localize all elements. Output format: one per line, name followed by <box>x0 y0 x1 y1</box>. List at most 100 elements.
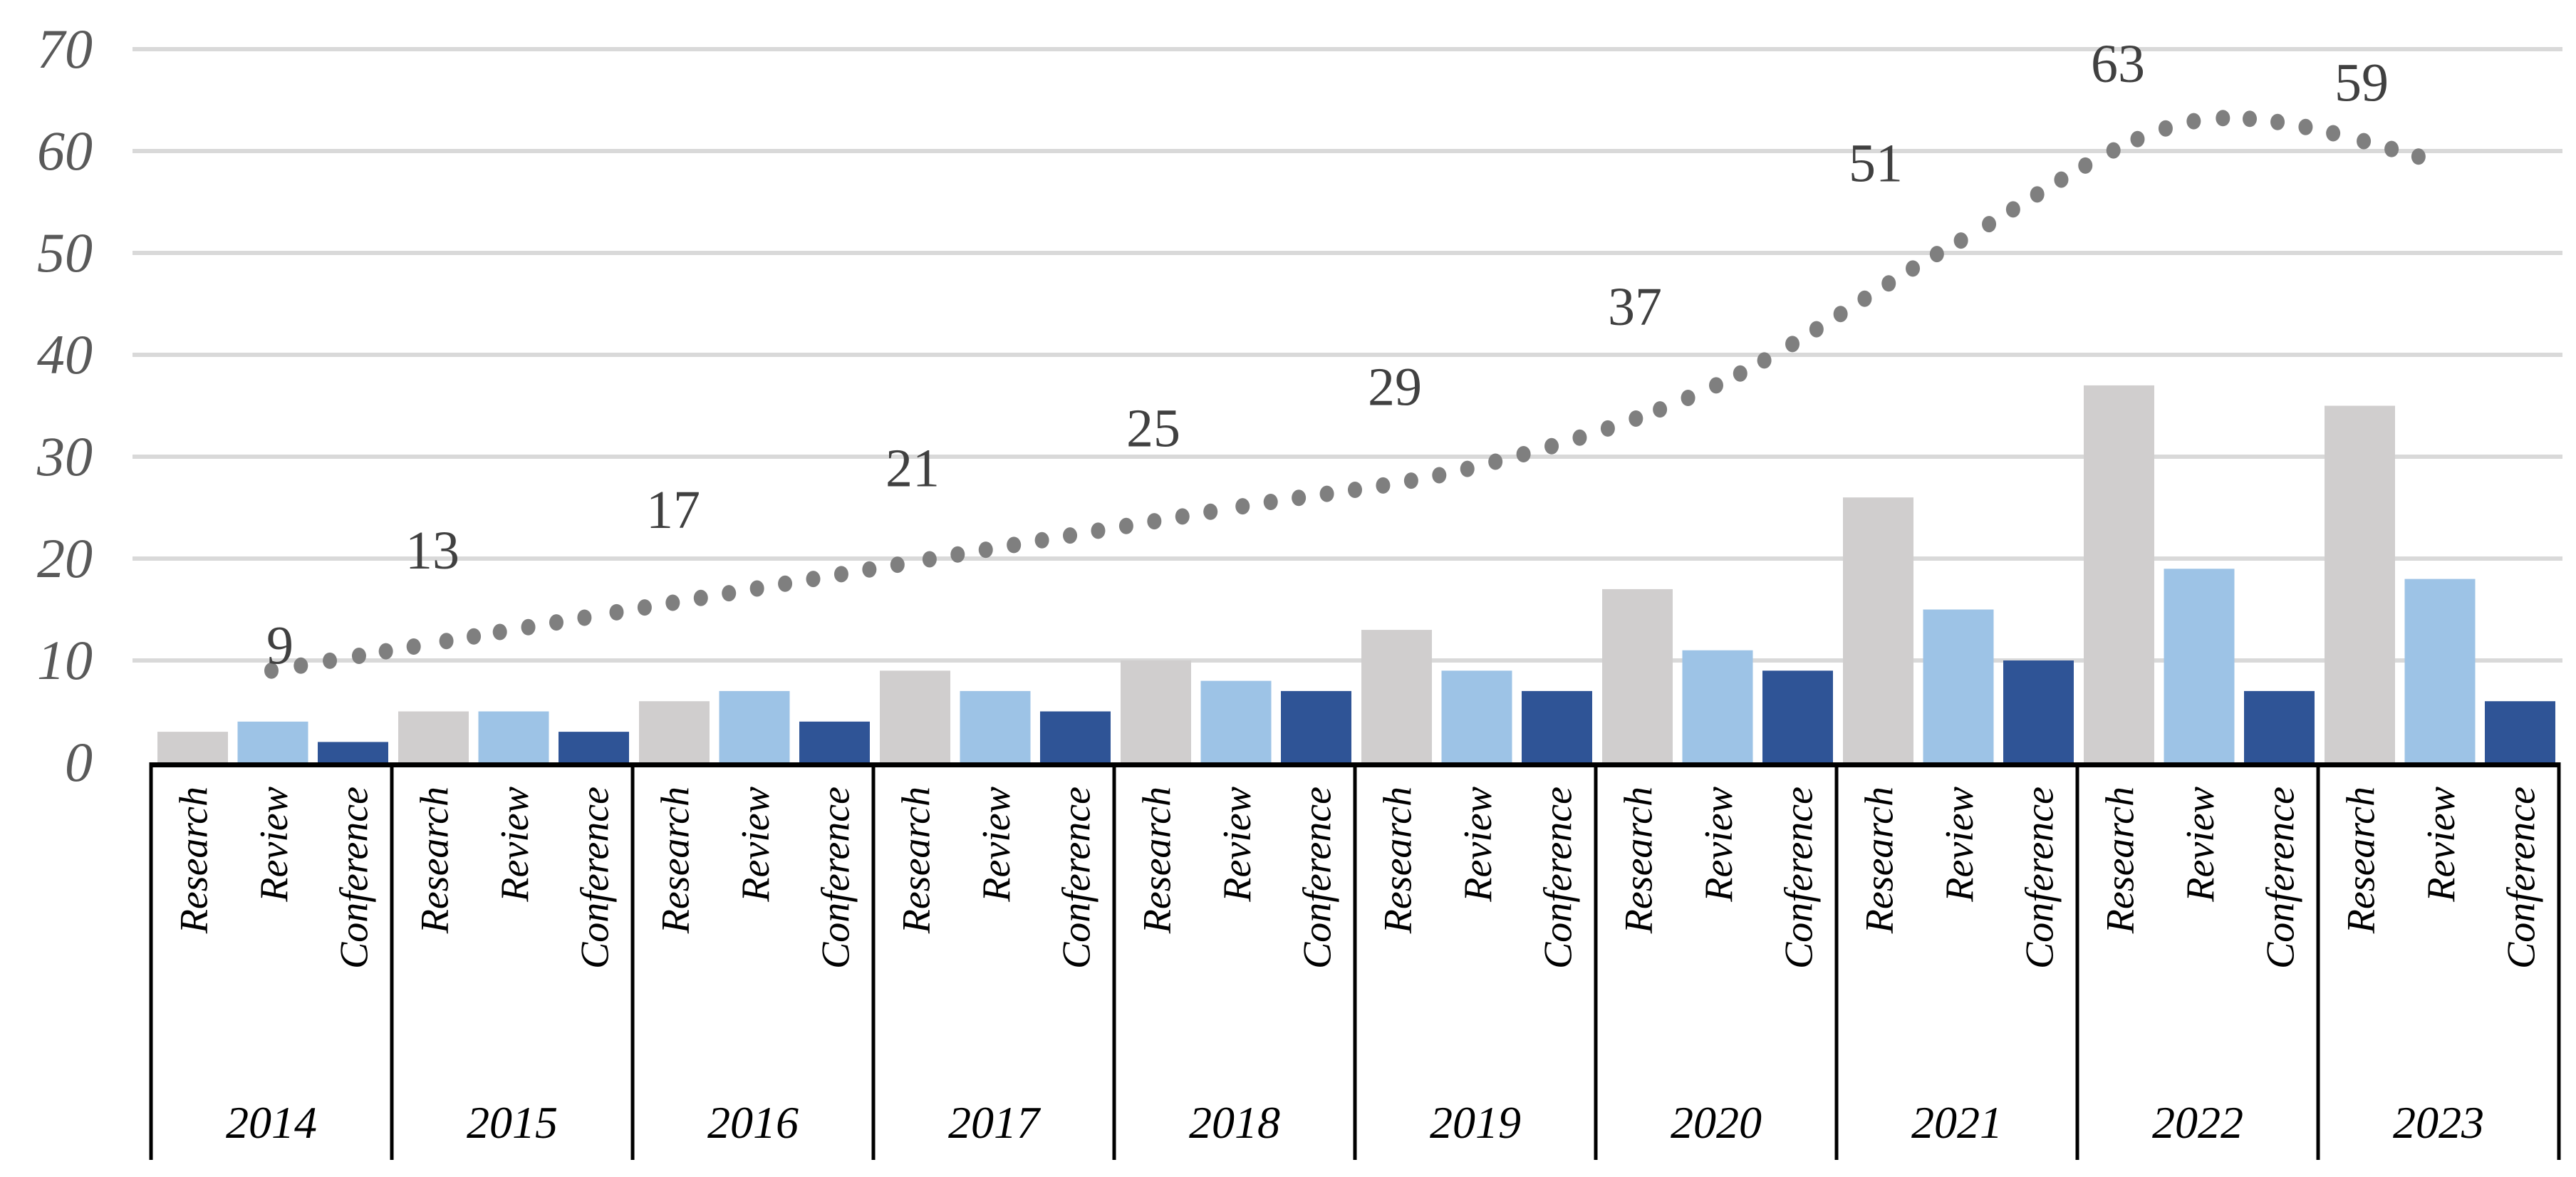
bar-research-2014 <box>157 732 228 762</box>
y-axis-tick-label: 70 <box>37 18 93 80</box>
total-line-dot <box>1653 401 1668 418</box>
total-line-dot <box>1063 527 1078 544</box>
total-line-dot <box>749 580 764 597</box>
total-line-dot <box>1203 503 1218 520</box>
total-line-dot <box>950 546 965 563</box>
x-axis-subcategory-label: Review <box>1215 787 1260 903</box>
total-line-dot <box>439 633 454 650</box>
total-line-dot <box>1733 365 1747 382</box>
y-gridline <box>133 353 2562 357</box>
x-axis-subcategory-label: Conference <box>1055 787 1099 969</box>
y-axis-tick-label: 30 <box>36 425 93 487</box>
total-line-dot <box>2411 148 2426 165</box>
total-line-dot <box>549 614 564 631</box>
total-data-label: 29 <box>1368 357 1422 417</box>
total-line-dot <box>467 628 482 645</box>
y-axis-tick-label: 40 <box>37 323 93 385</box>
x-axis-subcategory-label: Conference <box>2018 787 2062 969</box>
category-separator <box>390 762 394 1160</box>
y-gridline <box>133 455 2562 459</box>
y-axis-tick-label: 60 <box>37 120 93 182</box>
total-line-dot <box>1681 389 1695 406</box>
x-axis-subcategory-label: Review <box>493 787 537 903</box>
total-data-label: 9 <box>266 616 294 675</box>
bar-review-2018 <box>1200 680 1272 762</box>
x-axis-subcategory-label: Review <box>975 787 1019 903</box>
total-line-dot <box>1982 216 1997 233</box>
total-line-dot <box>862 561 877 578</box>
x-axis-year-label: 2022 <box>2152 1097 2243 1148</box>
y-axis-tick-label: 20 <box>37 527 93 589</box>
x-axis-subcategory-label: Research <box>413 787 457 934</box>
x-axis-subcategory-label: Conference <box>573 787 618 969</box>
total-line-dot <box>778 575 793 592</box>
category-separator <box>630 762 635 1160</box>
total-line-dot <box>833 566 848 583</box>
total-line-dot <box>2357 133 2372 150</box>
x-axis-subcategory-label: Research <box>895 787 939 934</box>
bar-research-2022 <box>2084 385 2154 762</box>
bar-review-2019 <box>1441 670 1512 762</box>
total-line-dot <box>1833 306 1848 323</box>
total-line-dot <box>323 652 338 669</box>
y-gridline <box>133 149 2562 153</box>
bar-conference-2023 <box>2485 701 2555 762</box>
total-line-dot <box>2158 120 2173 137</box>
category-separator <box>149 762 153 1160</box>
total-line-dot <box>2243 110 2258 128</box>
x-axis-subcategory-label: Review <box>1938 787 1982 903</box>
x-axis-year-label: 2016 <box>707 1097 799 1148</box>
total-line-dot <box>406 638 421 655</box>
category-separator <box>2557 762 2561 1160</box>
x-axis-subcategory-label: Conference <box>1777 787 1822 969</box>
total-line-dot <box>1091 522 1106 539</box>
x-axis-subcategory-label: Conference <box>333 787 377 969</box>
bar-conference-2016 <box>799 721 870 762</box>
total-line-dot <box>1034 532 1049 549</box>
category-separator <box>1834 762 1839 1160</box>
y-gridline <box>133 658 2562 663</box>
total-data-label: 59 <box>2334 53 2389 113</box>
bar-conference-2014 <box>318 742 388 762</box>
total-line-dot <box>577 609 592 626</box>
total-line-dot <box>1488 453 1503 470</box>
bar-research-2018 <box>1121 660 1191 762</box>
total-line-dot <box>378 643 393 660</box>
x-axis-subcategory-label: Research <box>1858 787 1902 934</box>
bar-conference-2017 <box>1040 711 1111 762</box>
total-line-dot <box>1809 321 1824 338</box>
total-line-dot <box>1929 246 1944 263</box>
x-axis-subcategory-label: Research <box>1376 787 1421 934</box>
bar-conference-2022 <box>2244 690 2315 762</box>
bar-review-2017 <box>960 690 1031 762</box>
total-line-dot <box>1007 536 1022 554</box>
total-line-dot <box>1432 467 1447 484</box>
y-gridline <box>133 251 2562 255</box>
total-line-dot <box>351 647 366 664</box>
total-line-dot <box>1460 460 1475 477</box>
total-line-dot <box>693 589 708 606</box>
y-axis-tick-label: 0 <box>65 731 93 793</box>
x-axis-subcategory-label: Conference <box>1296 787 1340 969</box>
bar-review-2021 <box>1923 609 1994 762</box>
x-axis-subcategory-label: Review <box>1456 787 1500 903</box>
total-line-dot <box>1376 477 1391 494</box>
total-line-dot <box>665 594 680 611</box>
bar-conference-2018 <box>1281 690 1351 762</box>
bar-review-2023 <box>2404 579 2476 762</box>
x-axis-subcategory-label: Review <box>252 787 296 903</box>
x-axis-year-label: 2023 <box>2393 1097 2484 1148</box>
bar-conference-2020 <box>1762 670 1833 762</box>
total-line-dot <box>492 623 507 641</box>
total-line-dot <box>2054 171 2069 188</box>
total-line-dot <box>2130 130 2145 147</box>
total-line-dot <box>1348 481 1362 498</box>
bar-review-2016 <box>719 690 790 762</box>
x-axis-subcategory-label: Review <box>1697 787 1741 903</box>
total-line-dot <box>2005 201 2020 218</box>
total-data-label: 37 <box>1608 277 1662 337</box>
x-axis-year-label: 2018 <box>1189 1097 1280 1148</box>
total-line-dot <box>890 556 905 574</box>
